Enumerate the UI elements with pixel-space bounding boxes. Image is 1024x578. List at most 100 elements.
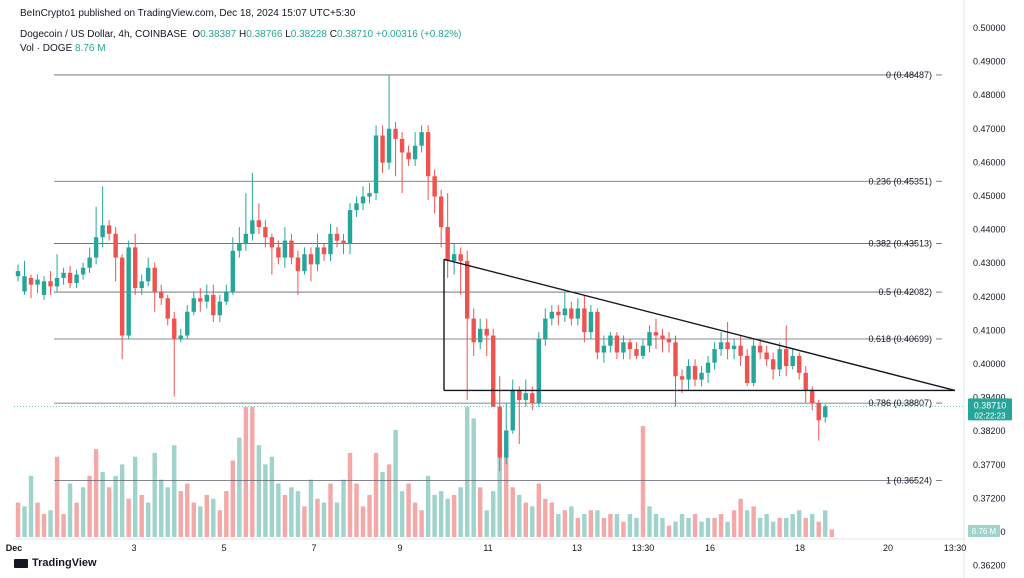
candle-body [686,366,691,380]
candle-body [725,342,730,350]
candle-body [354,203,359,211]
candle-body [823,406,828,418]
candle-body [113,233,118,258]
volume-bar [302,506,307,537]
volume-bar [224,491,229,537]
low-label: L [285,29,291,40]
candle-body [67,272,73,283]
candle-body [816,403,821,421]
volume-bar [93,449,99,537]
volume-bar [250,407,255,537]
candle-body [647,332,652,346]
candle-body [386,128,392,163]
x-tick-label: 13:30 [944,543,967,553]
candle-body [627,342,633,350]
volume-bar [282,494,288,537]
candle-body [412,145,418,160]
volume-bar [217,510,223,537]
volume-bar [816,521,821,537]
y-tick-label: 0.41000 [973,325,1006,335]
candle-body [152,267,157,292]
volume-bar [575,517,581,537]
volume-bar [308,479,314,537]
volume-bar [744,510,750,537]
candle-body [295,257,301,272]
candle-body [269,237,275,248]
volume-bar [289,487,294,537]
volume-bar [634,517,639,537]
volume-bar [673,521,678,537]
volume-bar [399,491,405,537]
fib-level-label: 0.236 (0.45351) [868,176,932,186]
candle-body [35,279,40,285]
candle-body [80,267,86,275]
candle-body [308,254,314,265]
x-tick-label: 9 [397,543,402,553]
candle-body [315,247,320,265]
candle-body [783,349,789,367]
symbol-title[interactable]: Dogecoin / US Dollar, 4h, COINBASE [20,29,187,40]
candle-body [464,260,470,319]
volume-bar [54,456,60,537]
candle-body [74,274,79,283]
candle-body [575,308,581,319]
candle-body [582,308,587,333]
volume-bar [497,445,502,537]
volume-bar [315,498,320,537]
trendline-descending-resistance[interactable] [443,258,956,392]
candle-body [438,196,444,228]
candle-body [484,328,489,336]
x-tick-label: 18 [795,543,805,553]
volume-bar [360,506,366,537]
candle-body [705,362,711,373]
candle-body [562,308,568,316]
volume-bar [276,483,281,537]
volume-bar [530,506,535,537]
candle-body [634,349,639,356]
y-tick-label: 0.39400 [973,393,1006,403]
volume-bar [770,521,776,537]
volume-bar [61,514,66,537]
candle-body [185,311,190,336]
volume-bar [380,472,385,537]
volume-bar [48,510,53,537]
open-label: O [192,29,201,40]
y-tick-label: 0.37700 [973,460,1006,470]
volume-bar [178,491,183,537]
volume-bar [432,494,437,537]
x-tick-label: 13:30 [632,543,655,553]
volume-bar [686,517,691,537]
candle-body [549,311,555,319]
last-price-badge[interactable] [968,398,1012,421]
candle-body [146,267,151,282]
volume-bar [738,498,743,537]
candle-body [22,276,27,292]
candle-body [692,366,698,380]
volume-label[interactable]: Vol · DOGE [20,43,73,54]
volume-bar [725,521,730,537]
candle-body [263,227,268,238]
volume-bar [87,475,92,537]
candle-body [543,318,548,339]
candle-body [159,291,164,299]
volume-bar [100,472,105,537]
x-tick-label: 3 [131,543,136,553]
candle-body [497,406,502,458]
candle-body [393,128,398,139]
candle-body [106,225,112,234]
candle-body [608,335,613,346]
candle-body [621,342,626,353]
tradingview-logo[interactable]: TradingView [14,557,97,569]
volume-bar [256,445,262,537]
volume-bar [204,494,209,537]
candle-body [445,227,450,261]
fib-level-label: 0 (0.48487) [886,70,932,80]
candle-body [601,345,607,353]
volume-bar [74,502,79,537]
y-tick-label: 0.46000 [973,157,1006,167]
volume-bar [712,517,717,537]
x-tick-label: 5 [221,543,226,553]
y-tick-label: 0.36200 [973,561,1006,571]
candle-body [217,301,223,316]
